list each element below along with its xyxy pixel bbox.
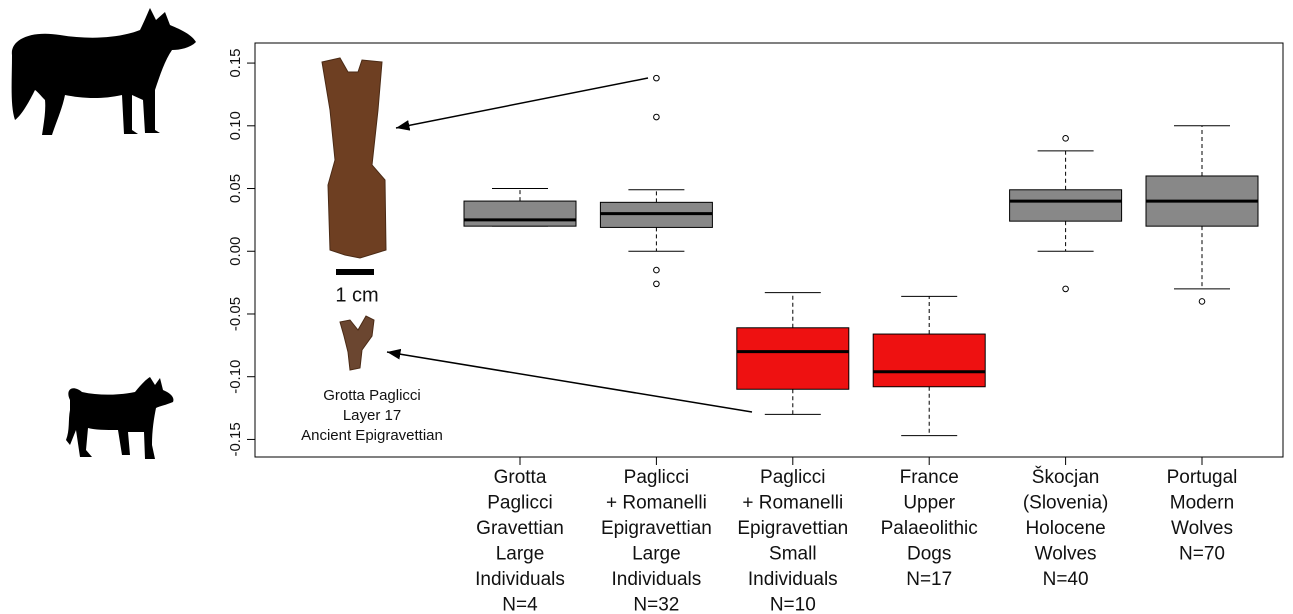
outlier xyxy=(1063,136,1069,142)
box xyxy=(464,201,576,226)
box xyxy=(873,334,985,387)
x-tick-label: Epigravettian xyxy=(737,518,848,539)
x-tick-label: N=10 xyxy=(770,595,816,614)
caption: Grotta Paglicci xyxy=(323,387,421,404)
scale-label: 1 cm xyxy=(335,284,378,306)
y-tick-label: 0.10 xyxy=(227,111,244,140)
x-tick-label: Upper xyxy=(903,493,955,514)
wolf-silhouette xyxy=(12,8,196,135)
y-tick-label: -0.05 xyxy=(227,297,244,331)
scale-bar xyxy=(336,269,374,275)
arrow xyxy=(396,78,648,128)
x-tick-label: + Romanelli xyxy=(742,493,843,514)
y-tick-label: 0.05 xyxy=(227,174,244,203)
y-tick-label: -0.10 xyxy=(227,360,244,394)
y-tick-label: -0.15 xyxy=(227,422,244,456)
x-tick-label: Holocene xyxy=(1025,518,1105,539)
x-tick-label: N=17 xyxy=(906,569,952,590)
arrow xyxy=(387,352,752,412)
x-tick-label: Dogs xyxy=(907,544,951,565)
x-tick-label: Large xyxy=(632,544,681,565)
x-tick-label: Paglicci xyxy=(487,493,552,514)
x-tick-label: N=4 xyxy=(502,595,538,614)
box xyxy=(737,328,849,389)
box xyxy=(1010,190,1122,221)
outlier xyxy=(654,267,660,273)
x-tick-label: Gravettian xyxy=(476,518,564,539)
caption: Layer 17 xyxy=(343,407,401,424)
x-tick-label: Wolves xyxy=(1171,518,1233,539)
x-tick-label: Paglicci xyxy=(624,467,689,488)
y-tick-label: 0.00 xyxy=(227,237,244,266)
x-tick-label: France xyxy=(900,467,959,488)
x-tick-label: Individuals xyxy=(475,569,565,590)
x-tick-label: Individuals xyxy=(748,569,838,590)
x-tick-label: Small xyxy=(769,544,817,565)
x-tick-label: + Romanelli xyxy=(606,493,707,514)
outlier xyxy=(1063,286,1069,292)
x-tick-label: N=70 xyxy=(1179,544,1225,565)
x-tick-label: Paglicci xyxy=(760,467,825,488)
y-tick-label: 0.15 xyxy=(227,48,244,77)
x-tick-label: Modern xyxy=(1170,493,1234,514)
chart: 1 cm Grotta Paglicci Layer 17 Ancient Ep… xyxy=(0,0,1293,614)
outlier xyxy=(1199,299,1205,305)
outlier xyxy=(654,114,660,120)
x-tick-label: Palaeolithic xyxy=(881,518,978,539)
x-tick-label: Large xyxy=(496,544,545,565)
small-bone xyxy=(340,316,374,370)
large-bone xyxy=(322,58,386,258)
x-tick-label: Wolves xyxy=(1035,544,1097,565)
x-tick-label: Škocjan xyxy=(1032,466,1100,488)
outlier xyxy=(654,75,660,81)
x-tick-label: Portugal xyxy=(1167,467,1238,488)
x-tick-label: Individuals xyxy=(612,569,702,590)
x-tick-label: Grotta xyxy=(494,467,547,488)
x-tick-label: (Slovenia) xyxy=(1023,493,1109,514)
x-tick-label: N=32 xyxy=(633,595,679,614)
dog-silhouette xyxy=(66,377,173,459)
outlier xyxy=(654,281,660,287)
x-tick-label: Epigravettian xyxy=(601,518,712,539)
x-tick-label: N=40 xyxy=(1043,569,1089,590)
caption: Ancient Epigravettian xyxy=(301,427,443,444)
